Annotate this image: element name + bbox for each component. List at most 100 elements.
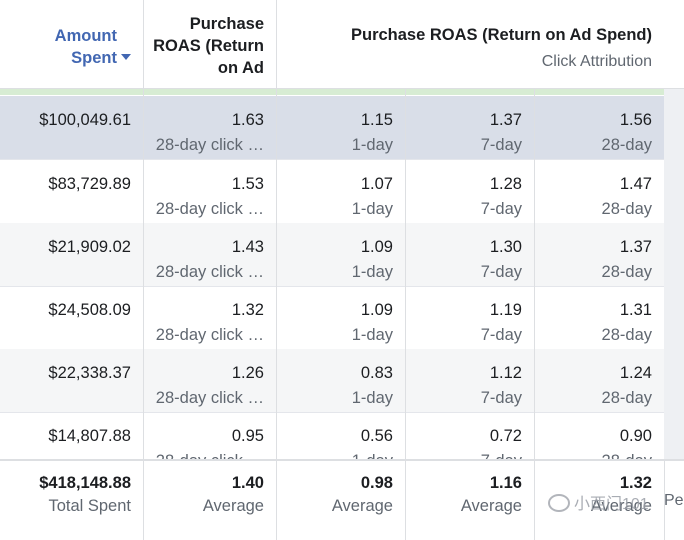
roas-28day-value: 1.56: [619, 111, 652, 129]
column-header-purchase-roas[interactable]: Purchase ROAS (Return on Ad: [144, 0, 276, 88]
amount-value: $24,508.09: [48, 301, 131, 319]
roas-7day-value: 1.28: [489, 175, 522, 193]
amount-value: $83,729.89: [48, 175, 131, 193]
roas-1day-value: 0.56: [360, 427, 393, 445]
roas-cell: 1.53 28-day click …: [144, 160, 276, 223]
roas-window: 28-day click …: [155, 263, 264, 281]
roas-28day-value: 1.47: [619, 175, 652, 193]
roas-value: 1.63: [231, 111, 264, 129]
column-divider[interactable]: [143, 0, 144, 88]
amount-cell: $21,909.02: [0, 223, 143, 286]
amount-cell: $83,729.89: [0, 160, 143, 223]
roas-28day-cell: 1.31 28-day: [535, 286, 664, 349]
column-divider: [534, 461, 535, 540]
sort-descending-icon[interactable]: [121, 54, 131, 60]
roas-28day-cell: 1.24 28-day: [535, 349, 664, 412]
column-divider: [143, 461, 144, 540]
amount-cell: $22,338.37: [0, 349, 143, 412]
roas-28day-average-value: 1.32: [619, 474, 652, 492]
column-divider[interactable]: [276, 89, 277, 538]
column-divider: [664, 461, 665, 540]
roas-1day-label: 1-day: [351, 263, 393, 281]
group-subtitle: Click Attribution: [541, 53, 652, 70]
roas-1day-label: 1-day: [351, 200, 393, 218]
roas-28day-average-label: Average: [590, 497, 652, 515]
roas-28day-label: 28-day: [601, 200, 652, 218]
roas-7day-average-cell: 1.16 Average: [406, 461, 534, 540]
column-group-header-click-attribution[interactable]: Purchase ROAS (Return on Ad Spend) Click…: [277, 0, 664, 88]
watermark-text: 小西门101: [574, 496, 649, 513]
roas-7day-cell: 1.30 7-day: [406, 223, 534, 286]
column-divider[interactable]: [143, 89, 144, 538]
roas-value: 1.43: [231, 238, 264, 256]
roas-1day-label: 1-day: [351, 326, 393, 344]
column-divider[interactable]: [276, 0, 277, 88]
roas-28day-cell: 1.37 28-day: [535, 223, 664, 286]
table-row[interactable]: $83,729.89 1.53 28-day click … 1.07 1-day …: [0, 160, 684, 224]
column-divider: [405, 461, 406, 540]
total-spent-value: $418,148.88: [39, 474, 131, 492]
roas-28day-value: 1.37: [619, 238, 652, 256]
amount-value: $100,049.61: [39, 111, 131, 129]
table-footer-totals: $418,148.88 Total Spent 1.40 Average 0.9…: [0, 459, 684, 540]
amount-value: $14,807.88: [48, 427, 131, 445]
roas-1day-label: 1-day: [351, 389, 393, 407]
roas-7day-label: 7-day: [480, 389, 522, 407]
total-spent-cell: $418,148.88 Total Spent: [0, 461, 143, 540]
amount-cell: $14,807.88: [0, 412, 143, 475]
roas-cell: 1.32 28-day click …: [144, 286, 276, 349]
roas-1day-cell: 1.15 1-day: [277, 96, 405, 159]
group-title: Purchase ROAS (Return on Ad Spend): [351, 26, 652, 44]
roas-1day-average-label: Average: [331, 497, 393, 515]
roas-28day-cell: 1.56 28-day: [535, 96, 664, 159]
roas-value: 1.26: [231, 364, 264, 382]
roas-7day-cell: 1.28 7-day: [406, 160, 534, 223]
roas-cell: 1.63 28-day click …: [144, 96, 276, 159]
table-row[interactable]: $22,338.37 1.26 28-day click … 0.83 1-day …: [0, 349, 684, 413]
column-header-amount-spent[interactable]: Amount Spent: [0, 0, 143, 88]
roas-1day-average-value: 0.98: [360, 474, 393, 492]
roas-28day-value: 1.31: [619, 301, 652, 319]
roas-28day-value: 0.90: [619, 427, 652, 445]
roas-cell: 1.26 28-day click …: [144, 349, 276, 412]
table-row[interactable]: $100,049.61 1.63 28-day click … 1.15 1-day…: [0, 96, 684, 160]
roas-1day-cell: 1.09 1-day: [277, 223, 405, 286]
purchase-roas-label: Purchase ROAS (Return on Ad: [153, 15, 264, 77]
column-divider[interactable]: [534, 89, 535, 538]
roas-average-label: Average: [202, 497, 264, 515]
roas-cell: 1.43 28-day click …: [144, 223, 276, 286]
roas-7day-label: 7-day: [480, 263, 522, 281]
roas-window: 28-day click …: [155, 200, 264, 218]
header-highlight-bar: [0, 89, 684, 95]
roas-1day-cell: 0.83 1-day: [277, 349, 405, 412]
table-row[interactable]: $24,508.09 1.32 28-day click … 1.09 1-day …: [0, 286, 684, 350]
roas-7day-value: 0.72: [489, 427, 522, 445]
roas-7day-label: 7-day: [480, 136, 522, 154]
amount-cell: $24,508.09: [0, 286, 143, 349]
amount-value: $22,338.37: [48, 364, 131, 382]
next-column-edge: [664, 89, 684, 459]
roas-cell: 0.9528-day click …: [144, 412, 276, 475]
roas-7day-label: 7-day: [480, 326, 522, 344]
table-row[interactable]: $21,909.02 1.43 28-day click … 1.09 1-day …: [0, 223, 684, 287]
roas-1day-label: 1-day: [351, 136, 393, 154]
watermark: 小西门101: [548, 490, 649, 514]
roas-28day-label: 28-day: [601, 263, 652, 281]
roas-28day-cell: 1.47 28-day: [535, 160, 664, 223]
roas-value: 0.95: [231, 427, 264, 445]
column-divider[interactable]: [405, 89, 406, 538]
roas-28day-label: 28-day: [601, 136, 652, 154]
amount-value: $21,909.02: [48, 238, 131, 256]
roas-7day-cell: 1.19 7-day: [406, 286, 534, 349]
roas-1day-cell: 1.07 1-day: [277, 160, 405, 223]
wechat-icon: [548, 494, 570, 512]
roas-1day-value: 1.09: [360, 301, 393, 319]
roas-7day-average-value: 1.16: [489, 474, 522, 492]
roas-7day-value: 1.37: [489, 111, 522, 129]
roas-28day-label: 28-day: [601, 326, 652, 344]
roas-1day-value: 0.83: [360, 364, 393, 382]
roas-value: 1.53: [231, 175, 264, 193]
next-column-footer-fragment: Pe: [664, 492, 684, 509]
roas-28day-value: 1.24: [619, 364, 652, 382]
